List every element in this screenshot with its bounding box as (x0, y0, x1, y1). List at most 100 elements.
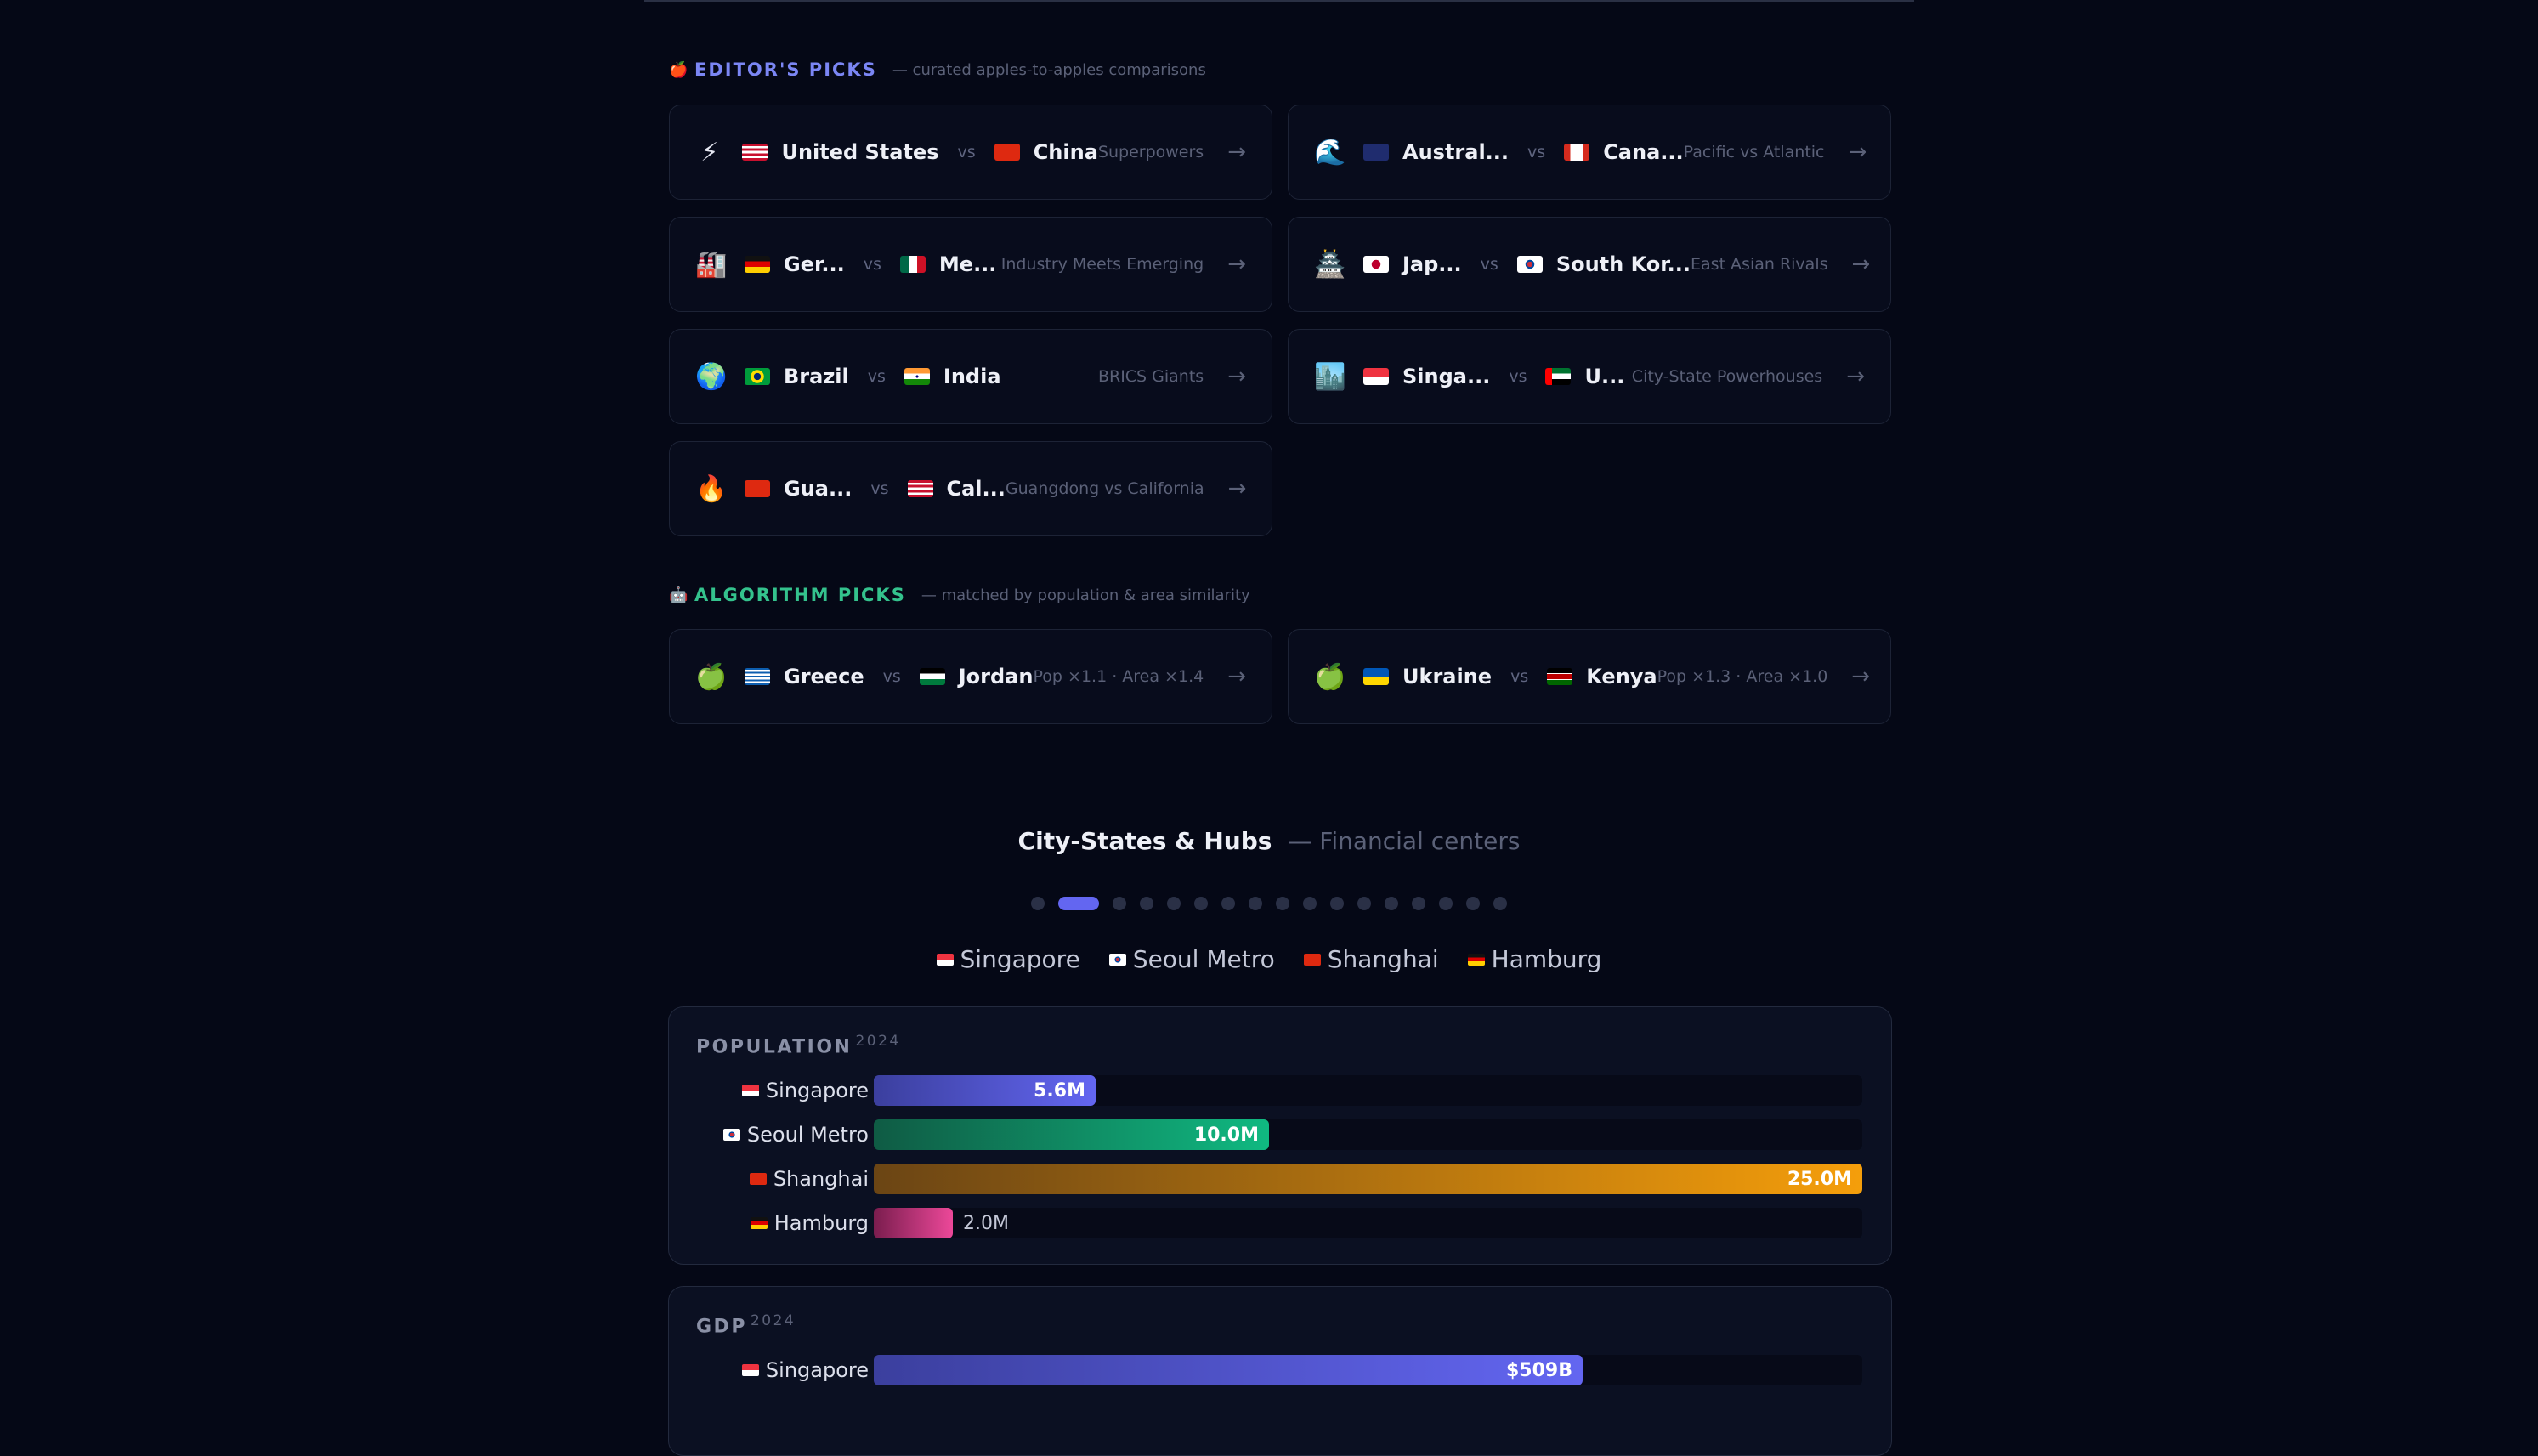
country-b-name: Jordan (958, 665, 1034, 688)
country-b-name: India (943, 365, 1001, 388)
editors-picks-subtitle: — curated apples-to-apples comparisons (892, 60, 1206, 79)
country-a-name: Greece (784, 665, 864, 688)
algorithm-picks-subtitle: — matched by population & area similarit… (921, 586, 1250, 604)
jo-flag-icon (919, 668, 945, 685)
ca-flag-icon (1564, 144, 1590, 161)
card-tag: Pop ×1.1 · Area ×1.4 (1033, 667, 1204, 686)
bar-row: Singapore 5.6M (669, 1074, 1893, 1108)
country-b-name: Me... (938, 252, 997, 276)
comparison-legend: Singapore Seoul Metro Shanghai Hamburg (0, 945, 2538, 973)
carousel-dot[interactable] (1439, 897, 1453, 910)
country-b-name: U... (1584, 365, 1625, 388)
cn-flag-icon (745, 480, 770, 497)
comparison-card[interactable]: 🏙️ Singa... vs U... City-State Powerhouses → (1288, 329, 1891, 424)
top-divider (644, 0, 1914, 2)
country-a-name: Gua... (784, 477, 853, 501)
vs-label: vs (882, 667, 901, 686)
sg-flag-icon (936, 953, 954, 966)
country-a-name: Brazil (784, 365, 849, 388)
legend-item: Singapore (936, 945, 1080, 973)
card-tag: Guangdong vs California (1005, 479, 1204, 498)
us-flag-icon (742, 144, 768, 161)
kr-flag-icon (1516, 256, 1543, 273)
carousel-dot[interactable] (1385, 897, 1398, 910)
bar-value-label: 25.0M (1787, 1168, 1852, 1190)
bar-label: Hamburg (750, 1206, 869, 1240)
comparison-card[interactable]: 🍏 Greece vs Jordan Pop ×1.1 · Area ×1.4 → (669, 629, 1272, 724)
bar-fill (874, 1208, 953, 1238)
algorithm-picks-title: ALGORITHM PICKS (694, 585, 906, 605)
bar-label: Shanghai (749, 1162, 869, 1196)
vs-label: vs (863, 255, 881, 274)
country-b-name: Cana... (1603, 140, 1684, 164)
carousel-dot[interactable] (1113, 897, 1126, 910)
card-emoji-icon: ⚡ (700, 137, 719, 167)
comparison-card[interactable]: 🍏 Ukraine vs Kenya Pop ×1.3 · Area ×1.0 → (1288, 629, 1891, 724)
card-tag: Superpowers (1097, 143, 1204, 161)
carousel-dot[interactable] (1276, 897, 1289, 910)
card-tag: City-State Powerhouses (1631, 367, 1823, 386)
carousel-dot[interactable] (1330, 897, 1344, 910)
br-flag-icon (745, 368, 770, 385)
carousel-heading: City-States & Hubs (1017, 827, 1272, 855)
ua-flag-icon (1363, 668, 1389, 685)
arrow-right-icon: → (1227, 476, 1247, 501)
vs-label: vs (1509, 367, 1527, 386)
bar-fill (874, 1075, 1096, 1106)
gdp-year: 2024 (750, 1312, 796, 1329)
vs-label: vs (870, 479, 889, 498)
population-panel: POPULATION 2024 Singapore 5.6M Seoul Metro 1… (668, 1006, 1892, 1265)
bar-value-label: 10.0M (1193, 1124, 1259, 1146)
carousel-dot[interactable] (1303, 897, 1317, 910)
carousel-dot[interactable] (1466, 897, 1480, 910)
bar-row: Singapore $509B (669, 1353, 1893, 1387)
comparison-card[interactable]: 🏯 Jap... vs South Kor... East Asian Rivals → (1288, 217, 1891, 312)
arrow-right-icon: → (1227, 664, 1246, 689)
card-emoji-icon: 🌍 (695, 361, 728, 392)
card-emoji-icon: 🍏 (695, 661, 728, 692)
carousel-dot[interactable] (1140, 897, 1153, 910)
comparison-card[interactable]: 🌊 Austral... vs Cana... Pacific vs Atlantic → (1288, 105, 1891, 200)
mx-flag-icon (899, 256, 926, 273)
robot-icon: 🤖 (669, 586, 688, 604)
carousel-subheading: — Financial centers (1288, 827, 1521, 855)
legend-label: Hamburg (1491, 945, 1602, 973)
population-title: POPULATION 2024 (696, 1033, 901, 1058)
carousel-dot[interactable] (1058, 897, 1099, 910)
card-emoji-icon: 🍏 (1314, 661, 1346, 692)
card-tag: BRICS Giants (1097, 367, 1204, 386)
comparison-card[interactable]: 🔥 Gua... vs Cal... Guangdong vs California → (669, 441, 1272, 536)
arrow-right-icon: → (1227, 139, 1246, 165)
carousel-dot[interactable] (1031, 897, 1045, 910)
cn-flag-icon (994, 144, 1020, 161)
legend-item: Shanghai (1303, 945, 1439, 973)
carousel-dot[interactable] (1412, 897, 1425, 910)
comparison-card[interactable]: ⚡ United States vs China Superpowers → (669, 105, 1272, 200)
jp-flag-icon (1363, 256, 1389, 273)
carousel-dot[interactable] (1167, 897, 1181, 910)
bar-label: Singapore (741, 1074, 869, 1108)
bar-track: 25.0M (874, 1164, 1862, 1194)
country-a-name: Ger... (784, 252, 845, 276)
carousel-dot[interactable] (1194, 897, 1208, 910)
apple-icon: 🍎 (669, 60, 688, 79)
carousel-dot[interactable] (1493, 897, 1507, 910)
carousel-dot[interactable] (1249, 897, 1262, 910)
legend-item: Seoul Metro (1108, 945, 1275, 973)
vs-label: vs (867, 367, 886, 386)
bar-label: Singapore (741, 1353, 869, 1387)
cn-flag-icon (1303, 953, 1321, 966)
ae-flag-icon (1545, 368, 1572, 385)
carousel-dot[interactable] (1221, 897, 1235, 910)
legend-label: Seoul Metro (1132, 945, 1275, 973)
comparison-card[interactable]: 🌍 Brazil vs India BRICS Giants → (669, 329, 1272, 424)
arrow-right-icon: → (1227, 364, 1246, 389)
kr-flag-icon (722, 1129, 740, 1141)
vs-label: vs (1480, 255, 1498, 274)
algorithm-picks-header: 🤖 ALGORITHM PICKS — matched by populatio… (669, 578, 1250, 612)
country-b-name: Cal... (946, 477, 1006, 501)
carousel-dot[interactable] (1357, 897, 1371, 910)
comparison-card[interactable]: 🏭 Ger... vs Me... Industry Meets Emerging → (669, 217, 1272, 312)
de-flag-icon (750, 1217, 768, 1229)
legend-item: Hamburg (1467, 945, 1602, 973)
